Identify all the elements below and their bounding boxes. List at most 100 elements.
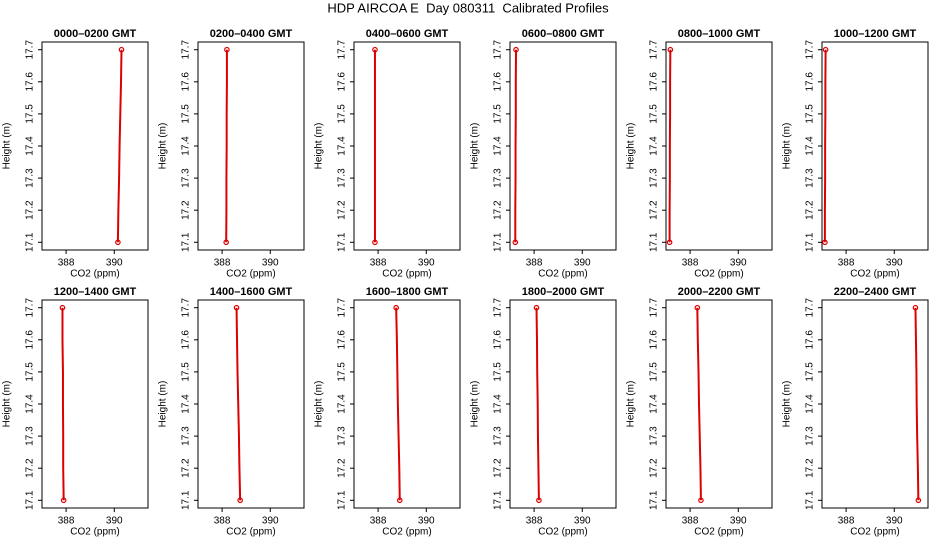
plot-frame xyxy=(41,299,149,509)
y-tick-label: 17.4 xyxy=(649,136,660,156)
x-tick-label: 390 xyxy=(574,258,591,269)
y-tick-label: 17.3 xyxy=(805,426,816,446)
y-tick-label: 17.6 xyxy=(805,330,816,350)
y-tick-label: 17.5 xyxy=(25,362,36,382)
profile-line xyxy=(914,307,920,501)
panel-title: 0400–0600 GMT xyxy=(366,28,449,40)
y-tick-label: 17.4 xyxy=(805,136,816,156)
end-point xyxy=(822,239,828,246)
end-point xyxy=(60,497,67,504)
y-tick-label: 17.3 xyxy=(337,168,348,188)
y-tick-label: 17.4 xyxy=(493,136,504,156)
y-tick-label: 17.7 xyxy=(649,40,660,60)
profile-line xyxy=(535,307,540,501)
y-tick-label: 17.2 xyxy=(493,200,504,220)
y-tick-label: 17.5 xyxy=(649,362,660,382)
y-tick-label: 17.5 xyxy=(493,104,504,124)
y-axis-label: Height (m) xyxy=(626,381,637,428)
x-tick-label: 390 xyxy=(106,516,123,527)
panel-title: 0800–1000 GMT xyxy=(678,28,761,40)
x-axis-label: CO2 (ppm) xyxy=(694,269,743,280)
x-axis-label: CO2 (ppm) xyxy=(226,527,275,538)
y-tick-label: 17.1 xyxy=(181,232,192,252)
y-tick-label: 17.5 xyxy=(493,362,504,382)
y-tick-label: 17.3 xyxy=(181,168,192,188)
main-title: HDP AIRCOA E Day 080311 Calibrated Profi… xyxy=(327,0,609,15)
y-tick-label: 17.1 xyxy=(805,490,816,510)
y-tick-label: 17.1 xyxy=(649,490,660,510)
x-tick-label: 390 xyxy=(262,516,279,527)
y-tick-label: 17.4 xyxy=(337,394,348,414)
y-tick-label: 17.1 xyxy=(25,232,36,252)
y-tick-label: 17.3 xyxy=(181,426,192,446)
y-tick-label: 17.7 xyxy=(25,40,36,60)
x-tick-label: 388 xyxy=(214,258,231,269)
x-axis-label: CO2 (ppm) xyxy=(850,527,899,538)
y-tick-label: 17.2 xyxy=(25,200,36,220)
end-point xyxy=(224,46,230,53)
panel-title: 1200–1400 GMT xyxy=(54,286,137,298)
end-point xyxy=(694,304,701,311)
end-point xyxy=(118,46,125,53)
panel-title: 0000–0200 GMT xyxy=(54,28,137,40)
y-tick-label: 17.3 xyxy=(337,426,348,446)
end-point xyxy=(396,497,403,504)
panel-title: 0600–0800 GMT xyxy=(522,28,605,40)
y-axis-label: Height (m) xyxy=(2,381,13,428)
y-tick-label: 17.6 xyxy=(649,72,660,92)
end-point xyxy=(912,304,919,311)
plot-frame xyxy=(509,41,617,251)
x-tick-label: 388 xyxy=(58,516,75,527)
y-tick-label: 17.1 xyxy=(493,490,504,510)
y-tick-label: 17.7 xyxy=(805,40,816,60)
x-axis-label: CO2 (ppm) xyxy=(70,527,119,538)
y-tick-label: 17.5 xyxy=(805,362,816,382)
y-tick-label: 17.2 xyxy=(181,458,192,478)
profile-line xyxy=(514,49,518,243)
y-tick-label: 17.7 xyxy=(25,298,36,318)
y-tick-label: 17.3 xyxy=(25,426,36,446)
y-tick-label: 17.4 xyxy=(181,136,192,156)
profile-line xyxy=(668,49,672,243)
y-axis-label: Height (m) xyxy=(782,381,793,428)
y-axis-label: Height (m) xyxy=(782,123,793,170)
y-tick-label: 17.6 xyxy=(493,72,504,92)
x-tick-label: 390 xyxy=(574,516,591,527)
y-tick-label: 17.6 xyxy=(337,330,348,350)
y-tick-label: 17.6 xyxy=(25,330,36,350)
y-tick-label: 17.4 xyxy=(181,394,192,414)
y-tick-label: 17.5 xyxy=(649,104,660,124)
y-tick-label: 17.1 xyxy=(805,232,816,252)
y-tick-label: 17.7 xyxy=(181,298,192,318)
y-tick-label: 17.1 xyxy=(181,490,192,510)
panel-title: 1000–1200 GMT xyxy=(834,28,917,40)
y-tick-label: 17.6 xyxy=(649,330,660,350)
panel-title: 1600–1800 GMT xyxy=(366,286,449,298)
y-tick-label: 17.5 xyxy=(337,362,348,382)
y-axis-label: Height (m) xyxy=(470,123,481,170)
y-tick-label: 17.4 xyxy=(25,394,36,414)
end-point xyxy=(233,304,240,311)
x-axis-label: CO2 (ppm) xyxy=(226,269,275,280)
y-tick-label: 17.6 xyxy=(493,330,504,350)
y-tick-label: 17.4 xyxy=(25,136,36,156)
y-tick-label: 17.7 xyxy=(493,40,504,60)
panel-title: 1800–2000 GMT xyxy=(522,286,605,298)
y-axis-label: Height (m) xyxy=(470,381,481,428)
x-axis-label: CO2 (ppm) xyxy=(70,269,119,280)
y-tick-label: 17.7 xyxy=(181,40,192,60)
y-tick-label: 17.4 xyxy=(649,394,660,414)
y-tick-label: 17.2 xyxy=(649,200,660,220)
y-tick-label: 17.6 xyxy=(181,72,192,92)
x-axis-label: CO2 (ppm) xyxy=(694,527,743,538)
y-tick-label: 17.7 xyxy=(337,298,348,318)
y-tick-label: 17.5 xyxy=(181,104,192,124)
y-tick-label: 17.1 xyxy=(25,490,36,510)
profile-line xyxy=(823,49,827,243)
y-tick-label: 17.2 xyxy=(493,458,504,478)
profile-line xyxy=(116,49,123,243)
y-tick-label: 17.3 xyxy=(25,168,36,188)
end-point xyxy=(223,239,229,246)
panel-title: 1400–1600 GMT xyxy=(210,286,293,298)
